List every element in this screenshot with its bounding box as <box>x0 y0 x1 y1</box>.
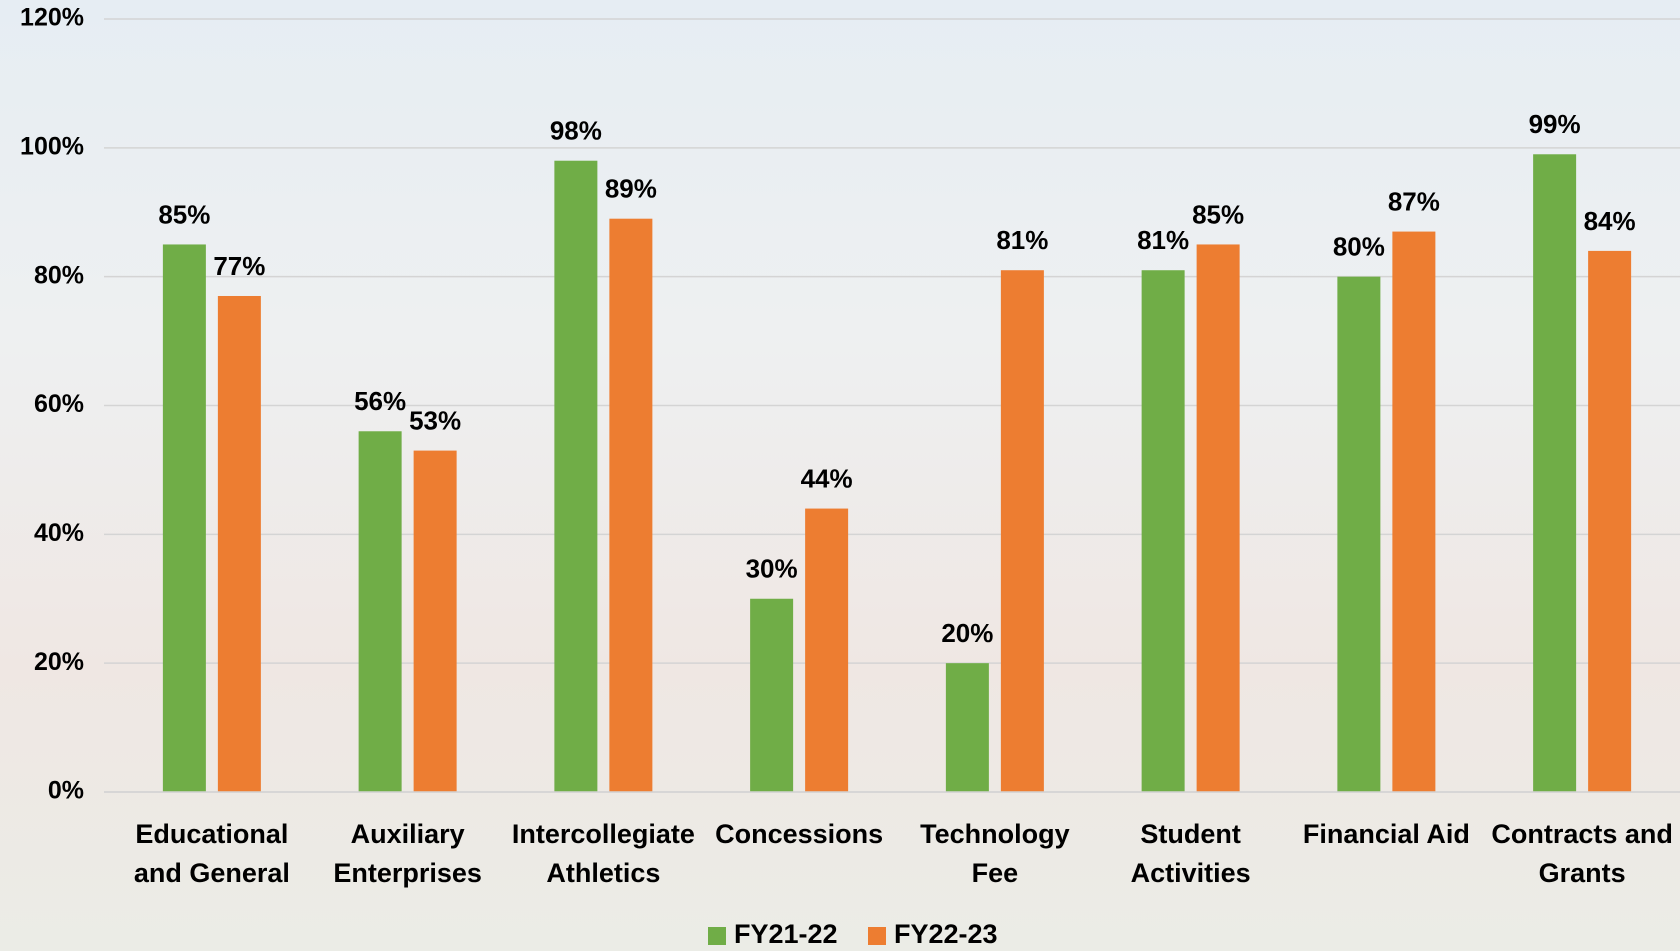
bar <box>217 295 261 792</box>
value-label: 89% <box>605 174 657 204</box>
value-label: 98% <box>550 116 602 146</box>
value-label: 80% <box>1333 232 1385 262</box>
y-tick-label: 60% <box>34 390 84 418</box>
legend-swatch <box>708 927 726 945</box>
bar <box>358 431 402 792</box>
x-tick-label: Concessions <box>715 819 883 849</box>
x-tick-label: Auxiliary <box>351 819 465 849</box>
legend-label: FY22-23 <box>894 919 998 949</box>
x-tick-label: Grants <box>1539 858 1626 888</box>
y-tick-label: 20% <box>34 648 84 676</box>
value-label: 77% <box>213 251 265 281</box>
x-tick-label: Educational <box>135 819 288 849</box>
y-tick-label: 40% <box>34 519 84 547</box>
value-label: 56% <box>354 386 406 416</box>
value-label: 85% <box>1192 199 1244 229</box>
bar <box>1588 250 1632 792</box>
bar <box>945 663 989 792</box>
bar <box>750 598 794 792</box>
x-tick-label: Contracts and <box>1491 819 1673 849</box>
legend-label: FY21-22 <box>734 919 838 949</box>
value-label: 99% <box>1529 109 1581 139</box>
x-tick-label: and General <box>134 858 290 888</box>
value-label: 84% <box>1584 206 1636 236</box>
value-label: 87% <box>1388 186 1440 216</box>
bar <box>1196 244 1240 793</box>
x-tick-label: Financial Aid <box>1303 819 1470 849</box>
bar <box>1533 154 1577 792</box>
bar <box>1392 231 1436 792</box>
x-tick-label: Athletics <box>546 858 660 888</box>
y-tick-label: 100% <box>20 132 84 160</box>
legend-swatch <box>868 927 886 945</box>
value-label: 44% <box>801 463 853 493</box>
x-tick-label: Enterprises <box>333 858 482 888</box>
bar <box>162 244 206 793</box>
y-tick-label: 80% <box>34 261 84 289</box>
y-tick-label: 120% <box>20 4 84 32</box>
bar <box>1000 270 1044 793</box>
bar <box>805 508 849 792</box>
bar <box>554 160 598 792</box>
value-label: 30% <box>746 554 798 584</box>
bar <box>1337 276 1381 793</box>
y-tick-label: 0% <box>48 777 84 805</box>
x-tick-label: Activities <box>1131 858 1251 888</box>
value-label: 81% <box>996 225 1048 255</box>
bar <box>609 218 653 793</box>
x-tick-label: Fee <box>972 858 1019 888</box>
x-tick-label: Intercollegiate <box>512 819 695 849</box>
value-label: 85% <box>158 199 210 229</box>
bar <box>413 450 457 792</box>
value-label: 53% <box>409 405 461 435</box>
x-tick-label: Technology <box>920 819 1070 849</box>
value-label: 81% <box>1137 225 1189 255</box>
bar <box>1141 270 1185 793</box>
value-label: 20% <box>941 618 993 648</box>
x-tick-label: Student <box>1140 819 1241 849</box>
